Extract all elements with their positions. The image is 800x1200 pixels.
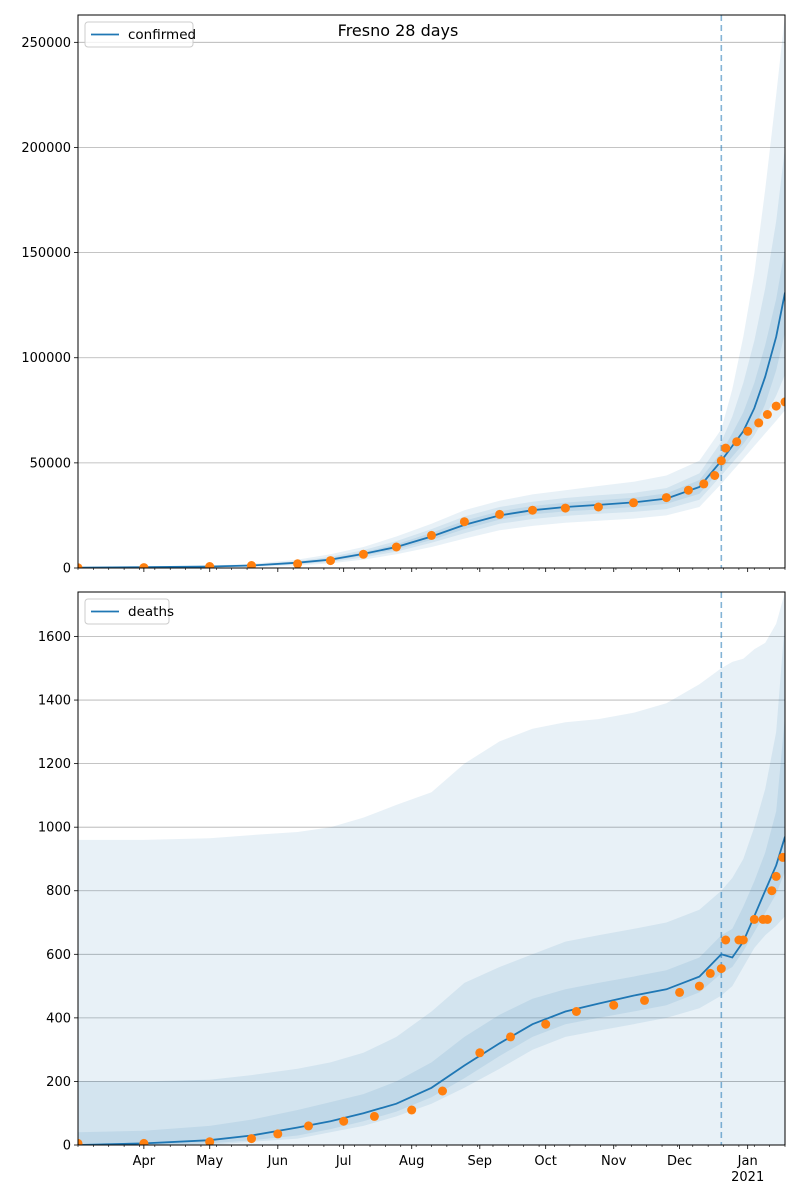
observed-point [293, 559, 303, 568]
observed-point [694, 981, 704, 991]
x-tick-label: 2021 [731, 1170, 764, 1185]
observed-point [661, 493, 671, 503]
uncertainty-band-outer [78, 592, 785, 1145]
observed-point [716, 456, 726, 466]
plot-area [78, 15, 785, 568]
x-tick-label: Jun [267, 1154, 288, 1169]
observed-point [78, 563, 83, 568]
observed-point [339, 1116, 349, 1126]
observed-point [528, 505, 537, 515]
observed-point [205, 1137, 215, 1145]
observed-point [609, 1000, 619, 1010]
y-tick-label: 1000 [38, 821, 71, 836]
observed-point [358, 549, 368, 559]
observed-point [304, 1121, 313, 1131]
observed-point [771, 401, 781, 411]
y-tick-label: 800 [46, 884, 71, 899]
uncertainty-band-middle [78, 620, 785, 1145]
x-tick-label: Oct [534, 1154, 556, 1169]
legend: deaths [84, 598, 174, 625]
model-median-line [78, 292, 785, 568]
observed-point [778, 852, 785, 862]
observed-point [710, 471, 720, 480]
observed-point [762, 410, 772, 419]
x-tick-label: Apr [133, 1154, 156, 1169]
observed-point [571, 1007, 581, 1016]
y-tick-label: 150000 [21, 246, 71, 261]
observed-point [738, 935, 748, 945]
x-tick-label: Jan [737, 1154, 758, 1169]
y-tick-label: 600 [46, 948, 71, 963]
observed-point [705, 968, 715, 978]
x-tick-label: Aug [399, 1154, 424, 1169]
observed-point [438, 1086, 447, 1096]
x-tick-label: Dec [667, 1154, 692, 1169]
y-tick-label: 250000 [21, 36, 71, 51]
observed-point [247, 561, 256, 568]
y-tick-label: 200 [46, 1075, 71, 1090]
observed-point [369, 1111, 379, 1121]
confirmed-panel: 0 50000 100000 150000 200000 250000 confirmed F… [21, 14, 786, 577]
observed-point [780, 397, 785, 407]
observed-point [273, 1129, 283, 1139]
y-tick-label: 50000 [30, 456, 71, 471]
observed-point [506, 1032, 515, 1042]
y-tick-label: 0 [63, 1139, 71, 1154]
plot-area [78, 592, 785, 1145]
observed-point [716, 964, 726, 974]
observed-point [721, 935, 731, 945]
observed-point [743, 426, 753, 436]
observed-point [683, 485, 693, 495]
observed-point [771, 871, 781, 881]
x-tick-label: Sep [468, 1154, 493, 1169]
legend-label: deaths [128, 604, 174, 620]
observed-point [247, 1134, 256, 1144]
observed-point [139, 1138, 149, 1145]
observed-point [475, 1048, 485, 1058]
observed-point [762, 914, 772, 924]
observed-point [754, 418, 764, 428]
x-tick-label: May [196, 1154, 223, 1169]
y-tick-label: 0 [63, 562, 71, 577]
legend-label: confirmed [128, 27, 196, 43]
y-tick-label: 200000 [21, 141, 71, 156]
observed-point [640, 995, 649, 1005]
y-tick-label: 1600 [38, 630, 71, 645]
observed-point [560, 503, 570, 513]
observed-point [78, 1138, 83, 1145]
legend: confirmed [84, 21, 196, 48]
observed-point [749, 914, 759, 924]
y-tick-label: 1200 [38, 757, 71, 772]
observed-point [391, 542, 401, 552]
observed-point [407, 1105, 417, 1115]
observed-point [732, 437, 742, 447]
observed-point [629, 498, 638, 508]
legend-box [84, 21, 194, 48]
observed-point [205, 562, 215, 568]
y-tick-label: 100000 [21, 351, 71, 366]
observed-point [427, 530, 436, 540]
uncertainty-band-inner [78, 248, 785, 568]
chart-title: Fresno 28 days [338, 21, 459, 40]
observed-point [541, 1019, 551, 1029]
deaths-panel: 0 200 400 600 800 1000 1200 1400 1600 Apr May Jun Ju… [38, 591, 786, 1185]
x-tick-label: Jul [335, 1154, 352, 1169]
observed-point [459, 517, 469, 527]
observed-point [495, 509, 505, 519]
observed-point [593, 502, 603, 512]
observed-point [699, 479, 709, 489]
x-tick-label: Nov [601, 1154, 627, 1169]
observed-point [675, 987, 685, 997]
observed-point [139, 563, 149, 568]
observed-point [326, 556, 335, 566]
observed-point [767, 886, 777, 896]
legend-box [84, 598, 170, 625]
y-tick-label: 400 [46, 1011, 71, 1026]
observed-point [721, 443, 731, 453]
y-tick-label: 1400 [38, 694, 71, 709]
